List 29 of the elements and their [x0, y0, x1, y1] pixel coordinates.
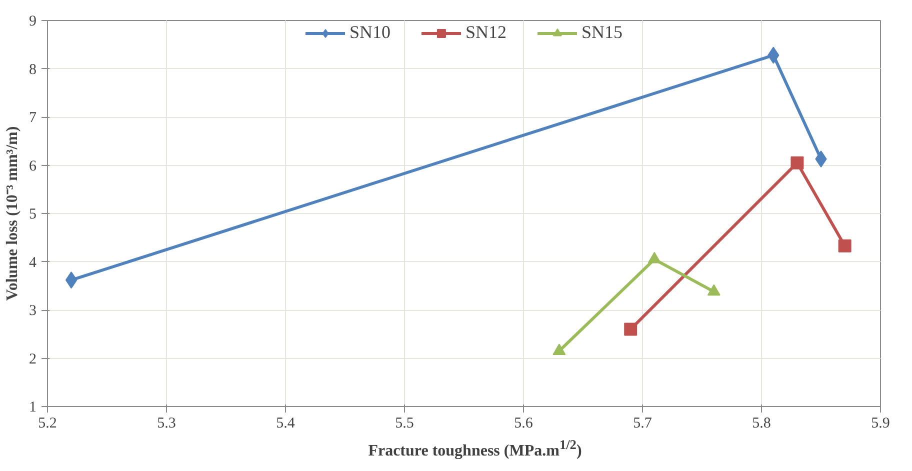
point — [790, 156, 804, 170]
point — [552, 344, 566, 355]
x-tick-label: 5.4 — [276, 416, 296, 432]
y-tick-label: 9 — [29, 14, 36, 30]
point — [707, 284, 720, 296]
y-axis-title: Volume loss (10⁻³ mm³/m) — [4, 126, 21, 301]
point — [65, 272, 78, 289]
x-tick-label: 5.8 — [752, 416, 771, 432]
x-tick-label: 5.7 — [633, 416, 652, 432]
legend-label: SN10 — [349, 22, 390, 43]
y-tick-label: 1 — [29, 400, 36, 416]
x-tick-label: 5.9 — [871, 416, 890, 432]
y-tick-label: 3 — [29, 303, 36, 319]
x-axis-title: Fracture toughness (MPa.m$^{1/2}$) — [368, 436, 582, 462]
x-tick-label: 5.5 — [395, 416, 414, 432]
y-tick-label: 2 — [29, 351, 36, 368]
point — [624, 322, 638, 336]
y-tick-label: 4 — [29, 254, 37, 271]
y-tick-label: 7 — [29, 110, 37, 126]
legend-label: SN15 — [582, 22, 623, 43]
y-tick-label: 6 — [29, 158, 37, 174]
y-tick-label: 5 — [29, 206, 36, 222]
point — [648, 252, 661, 264]
legend-label: SN12 — [465, 22, 507, 43]
y-tick-label: 8 — [29, 62, 36, 78]
x-tick-label: 5.3 — [157, 416, 176, 432]
point — [838, 239, 852, 252]
x-tick-label: 5.2 — [38, 416, 57, 432]
x-tick-label: 5.6 — [514, 416, 534, 432]
